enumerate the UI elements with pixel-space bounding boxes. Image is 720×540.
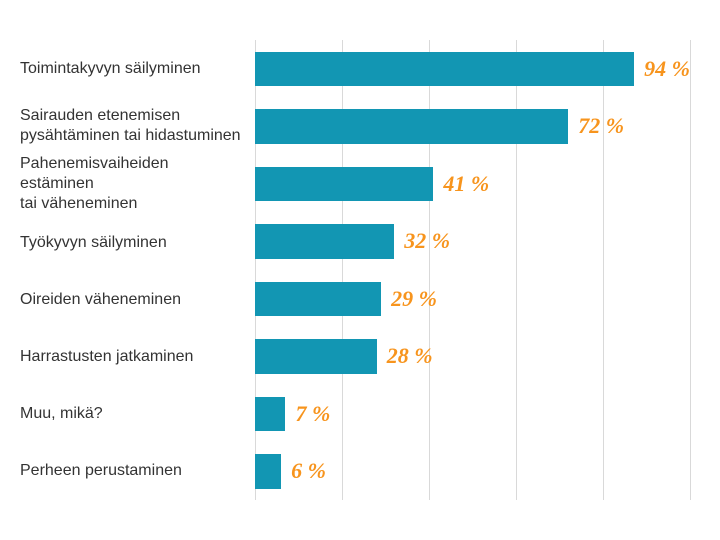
category-label-row: Sairauden etenemisen pysähtäminen tai hi… xyxy=(20,97,255,154)
bar-row: 32 % xyxy=(255,213,690,271)
category-label: Oireiden väheneminen xyxy=(20,290,181,310)
value-label: 28 % xyxy=(387,343,433,369)
bar-row: 94 % xyxy=(255,40,690,98)
bar-row: 41 % xyxy=(255,155,690,213)
bar xyxy=(255,167,433,202)
category-label-row: Muu, mikä? xyxy=(20,386,255,443)
category-label-row: Perheen perustaminen xyxy=(20,443,255,500)
category-labels: Toimintakyvyn säilyminen Sairauden etene… xyxy=(20,40,255,500)
category-label: Harrastusten jatkaminen xyxy=(20,347,193,367)
plot-area: 94 % 72 % 41 % 32 % 29 % 28 % 7 % 6 % xyxy=(255,40,690,500)
value-label: 72 % xyxy=(578,113,624,139)
category-label: Pahenemisvaiheiden estäminen tai vähenem… xyxy=(20,154,243,214)
bar xyxy=(255,52,634,87)
category-label-row: Harrastusten jatkaminen xyxy=(20,329,255,386)
value-label: 6 % xyxy=(291,458,326,484)
value-label: 94 % xyxy=(644,56,690,82)
category-label: Perheen perustaminen xyxy=(20,461,182,481)
bar-row: 72 % xyxy=(255,98,690,156)
bar-row: 29 % xyxy=(255,270,690,328)
bar xyxy=(255,224,394,259)
gridline xyxy=(690,40,691,500)
bar-chart: Toimintakyvyn säilyminen Sairauden etene… xyxy=(20,40,690,500)
value-label: 32 % xyxy=(404,228,450,254)
category-label-row: Pahenemisvaiheiden estäminen tai vähenem… xyxy=(20,154,255,214)
bar-row: 28 % xyxy=(255,328,690,386)
category-label: Sairauden etenemisen pysähtäminen tai hi… xyxy=(20,106,241,146)
bar-row: 6 % xyxy=(255,443,690,501)
category-label: Työkyvyn säilyminen xyxy=(20,233,167,253)
value-label: 29 % xyxy=(391,286,437,312)
value-label: 41 % xyxy=(443,171,489,197)
bars-container: 94 % 72 % 41 % 32 % 29 % 28 % 7 % 6 % xyxy=(255,40,690,500)
category-label: Toimintakyvyn säilyminen xyxy=(20,59,201,79)
bar xyxy=(255,454,281,489)
value-label: 7 % xyxy=(295,401,330,427)
bar xyxy=(255,109,568,144)
category-label-row: Työkyvyn säilyminen xyxy=(20,214,255,271)
category-label-row: Toimintakyvyn säilyminen xyxy=(20,40,255,97)
bar xyxy=(255,339,377,374)
bar-row: 7 % xyxy=(255,385,690,443)
category-label: Muu, mikä? xyxy=(20,404,103,424)
bar xyxy=(255,282,381,317)
bar xyxy=(255,397,285,432)
category-label-row: Oireiden väheneminen xyxy=(20,271,255,328)
